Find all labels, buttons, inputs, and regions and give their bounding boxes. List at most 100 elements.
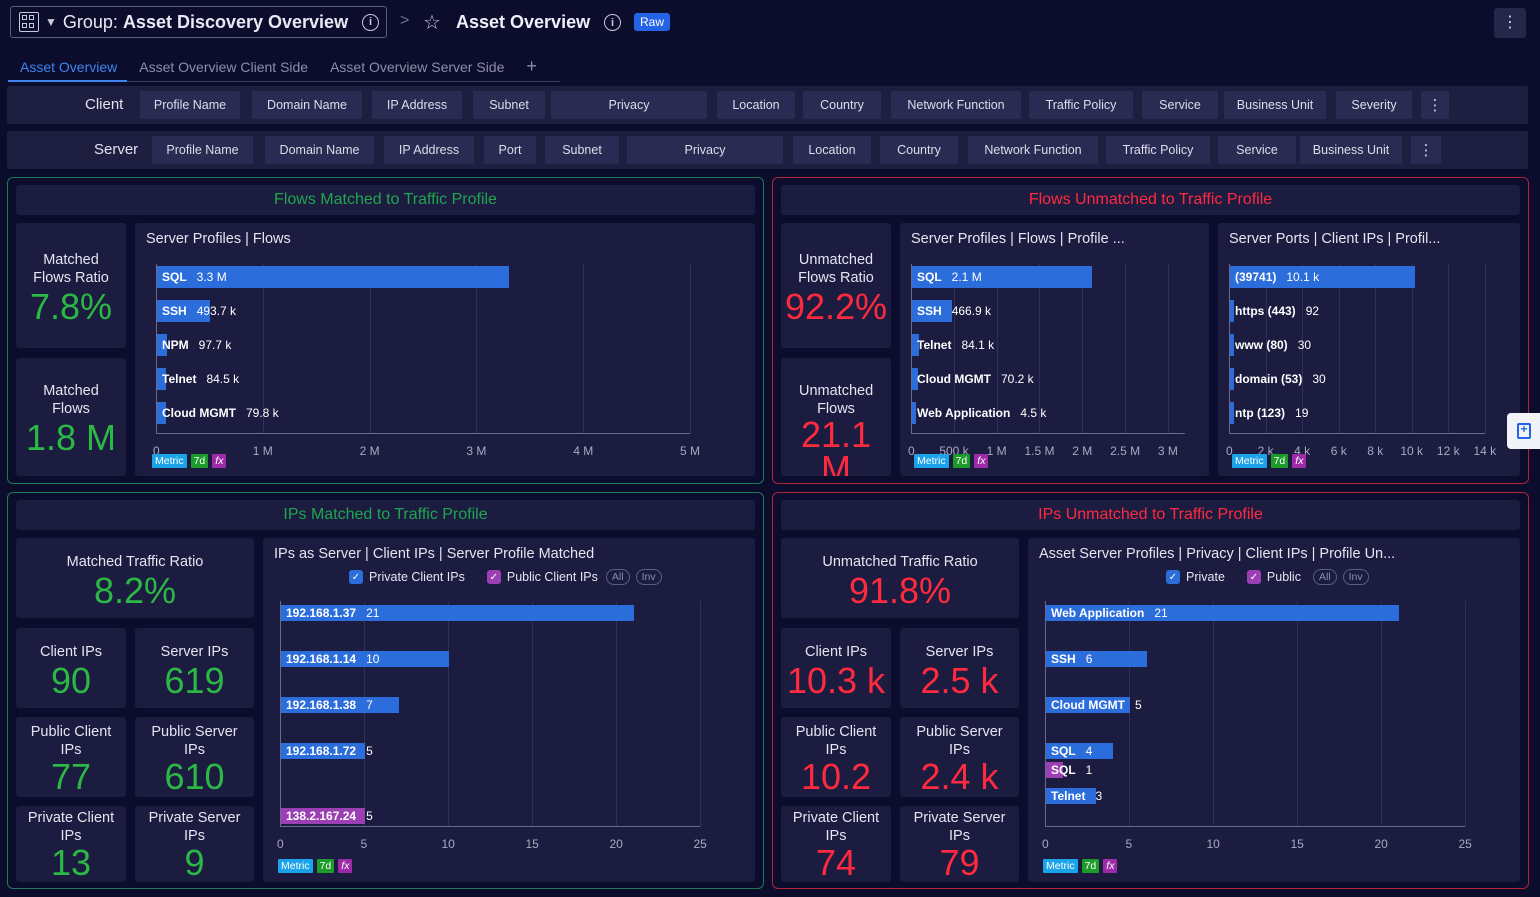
server-filter-domain-name[interactable]: Domain Name [265, 136, 374, 164]
tab-asset-overview-server-side[interactable]: Asset Overview Server Side [330, 59, 505, 75]
flows-unmatched-title: Flows Unmatched to Traffic Profile [781, 185, 1520, 215]
bar[interactable] [1230, 300, 1234, 322]
add-tab-button[interactable]: + [526, 56, 537, 76]
bar[interactable] [1230, 368, 1234, 390]
legend-checkbox-private[interactable]: ✓ [1166, 570, 1180, 584]
bar[interactable] [281, 651, 449, 667]
metric-badge[interactable]: Metric [914, 454, 949, 468]
bar[interactable] [157, 334, 168, 356]
fx-badge[interactable]: fx [212, 454, 227, 468]
flows-unmatched-panel: Flows Unmatched to Traffic Profile Unmat… [772, 177, 1529, 484]
bar[interactable] [912, 300, 952, 322]
bar-category: 192.168.1.72 [286, 744, 357, 758]
legend-invert-pill[interactable]: Inv [1342, 569, 1369, 585]
server-filter-network-function[interactable]: Network Function [968, 136, 1098, 164]
server-filter-business-unit[interactable]: Business Unit [1300, 136, 1402, 164]
client-filter-traffic-policy[interactable]: Traffic Policy [1029, 91, 1133, 119]
fx-badge[interactable]: fx [974, 454, 989, 468]
bar[interactable] [157, 300, 210, 322]
legend-checkbox-private[interactable]: ✓ [349, 570, 363, 584]
favorite-star-icon[interactable]: ☆ [423, 12, 441, 34]
chart-badges: Metric 7d fx [1043, 859, 1118, 873]
bar[interactable] [281, 808, 365, 824]
bar[interactable] [912, 368, 918, 390]
bar[interactable] [281, 743, 365, 759]
page-info-icon[interactable]: i [604, 14, 621, 31]
legend-checkbox-public[interactable]: ✓ [486, 570, 501, 584]
more-options-button[interactable]: ⋮ [1494, 8, 1526, 38]
client-filter-service[interactable]: Service [1142, 91, 1218, 119]
bar[interactable] [1046, 605, 1399, 621]
server-filter-subnet[interactable]: Subnet [545, 136, 619, 164]
server-filter-more-button[interactable]: ⋮ [1411, 136, 1441, 164]
gridline [1297, 601, 1298, 827]
tab-asset-overview[interactable]: Asset Overview [8, 56, 128, 82]
bar[interactable] [281, 605, 634, 621]
client-filter-location[interactable]: Location [717, 91, 795, 119]
legend-checkbox-public[interactable]: ✓ [1246, 570, 1261, 584]
bar[interactable] [281, 697, 399, 713]
period-badge[interactable]: 7d [190, 454, 209, 468]
fx-badge[interactable]: fx [1292, 454, 1307, 468]
client-filter-network-function[interactable]: Network Function [891, 91, 1021, 119]
bar[interactable] [912, 402, 916, 424]
client-filter-domain-name[interactable]: Domain Name [252, 91, 362, 119]
server-filter-privacy[interactable]: Privacy [627, 136, 783, 164]
metric-badge[interactable]: Metric [152, 454, 187, 468]
bar[interactable] [1046, 651, 1147, 667]
client-filter-profile-name[interactable]: Profile Name [140, 91, 240, 119]
bar[interactable] [1046, 788, 1097, 804]
bar[interactable] [912, 266, 1092, 288]
bar[interactable] [157, 402, 166, 424]
group-info-icon[interactable]: i [362, 13, 380, 31]
client-filter-more-button[interactable]: ⋮ [1421, 91, 1449, 119]
client-filter-severity[interactable]: Severity [1336, 91, 1412, 119]
client-filter-privacy[interactable]: Privacy [551, 91, 707, 119]
tab-asset-overview-client-side[interactable]: Asset Overview Client Side [139, 59, 309, 75]
fx-badge[interactable]: fx [1103, 859, 1118, 873]
metric-badge[interactable]: Metric [278, 859, 313, 873]
bar[interactable] [1230, 266, 1415, 288]
period-badge[interactable]: 7d [316, 859, 335, 873]
bar[interactable] [1046, 697, 1130, 713]
x-tick-label: 2.5 M [1110, 444, 1141, 458]
period-badge[interactable]: 7d [1270, 454, 1289, 468]
client-filter-subnet[interactable]: Subnet [473, 91, 545, 119]
metric-badge[interactable]: Metric [1232, 454, 1267, 468]
server-filter-traffic-policy[interactable]: Traffic Policy [1106, 136, 1210, 164]
fx-badge[interactable]: fx [338, 859, 353, 873]
server-filter-ip-address[interactable]: IP Address [384, 136, 474, 164]
add-widget-button[interactable] [1507, 413, 1540, 449]
period-badge[interactable]: 7d [952, 454, 971, 468]
legend-invert-pill[interactable]: Inv [635, 569, 662, 585]
client-filter-business-unit[interactable]: Business Unit [1224, 91, 1326, 119]
bar[interactable] [1046, 743, 1114, 759]
server-filter-country[interactable]: Country [880, 136, 958, 164]
x-tick-label: 5 M [680, 444, 701, 458]
server-filter-port[interactable]: Port [484, 136, 536, 164]
bar[interactable] [157, 368, 167, 390]
bar[interactable] [912, 334, 920, 356]
unmatched-flows-card: Unmatched Flows 21.1 M [781, 358, 891, 476]
bar[interactable] [1046, 762, 1063, 778]
server-filter-location[interactable]: Location [793, 136, 871, 164]
bar[interactable] [157, 266, 510, 288]
metric-badge[interactable]: Metric [1043, 859, 1078, 873]
bar-category: Web Application [917, 406, 1011, 420]
client-filter-ip-address[interactable]: IP Address [372, 91, 462, 119]
bar[interactable] [1230, 402, 1234, 424]
client-filter-country[interactable]: Country [803, 91, 881, 119]
group-selector[interactable]: ▼ Group: Asset Discovery Overview i [10, 6, 387, 38]
bar[interactable] [1230, 334, 1234, 356]
period-badge[interactable]: 7d [1081, 859, 1100, 873]
server-ips-card: Server IPs 619 [135, 628, 254, 708]
gridline [1375, 264, 1377, 434]
card-label: Client IPs [804, 644, 868, 660]
raw-badge[interactable]: Raw [634, 13, 671, 31]
card-value: 90 [50, 660, 92, 701]
legend-all-pill[interactable]: All [1312, 569, 1337, 585]
server-filter-service[interactable]: Service [1218, 136, 1296, 164]
legend-all-pill[interactable]: All [605, 569, 630, 585]
server-filter-profile-name[interactable]: Profile Name [152, 136, 253, 164]
bar-category: Cloud MGMT [162, 406, 236, 420]
